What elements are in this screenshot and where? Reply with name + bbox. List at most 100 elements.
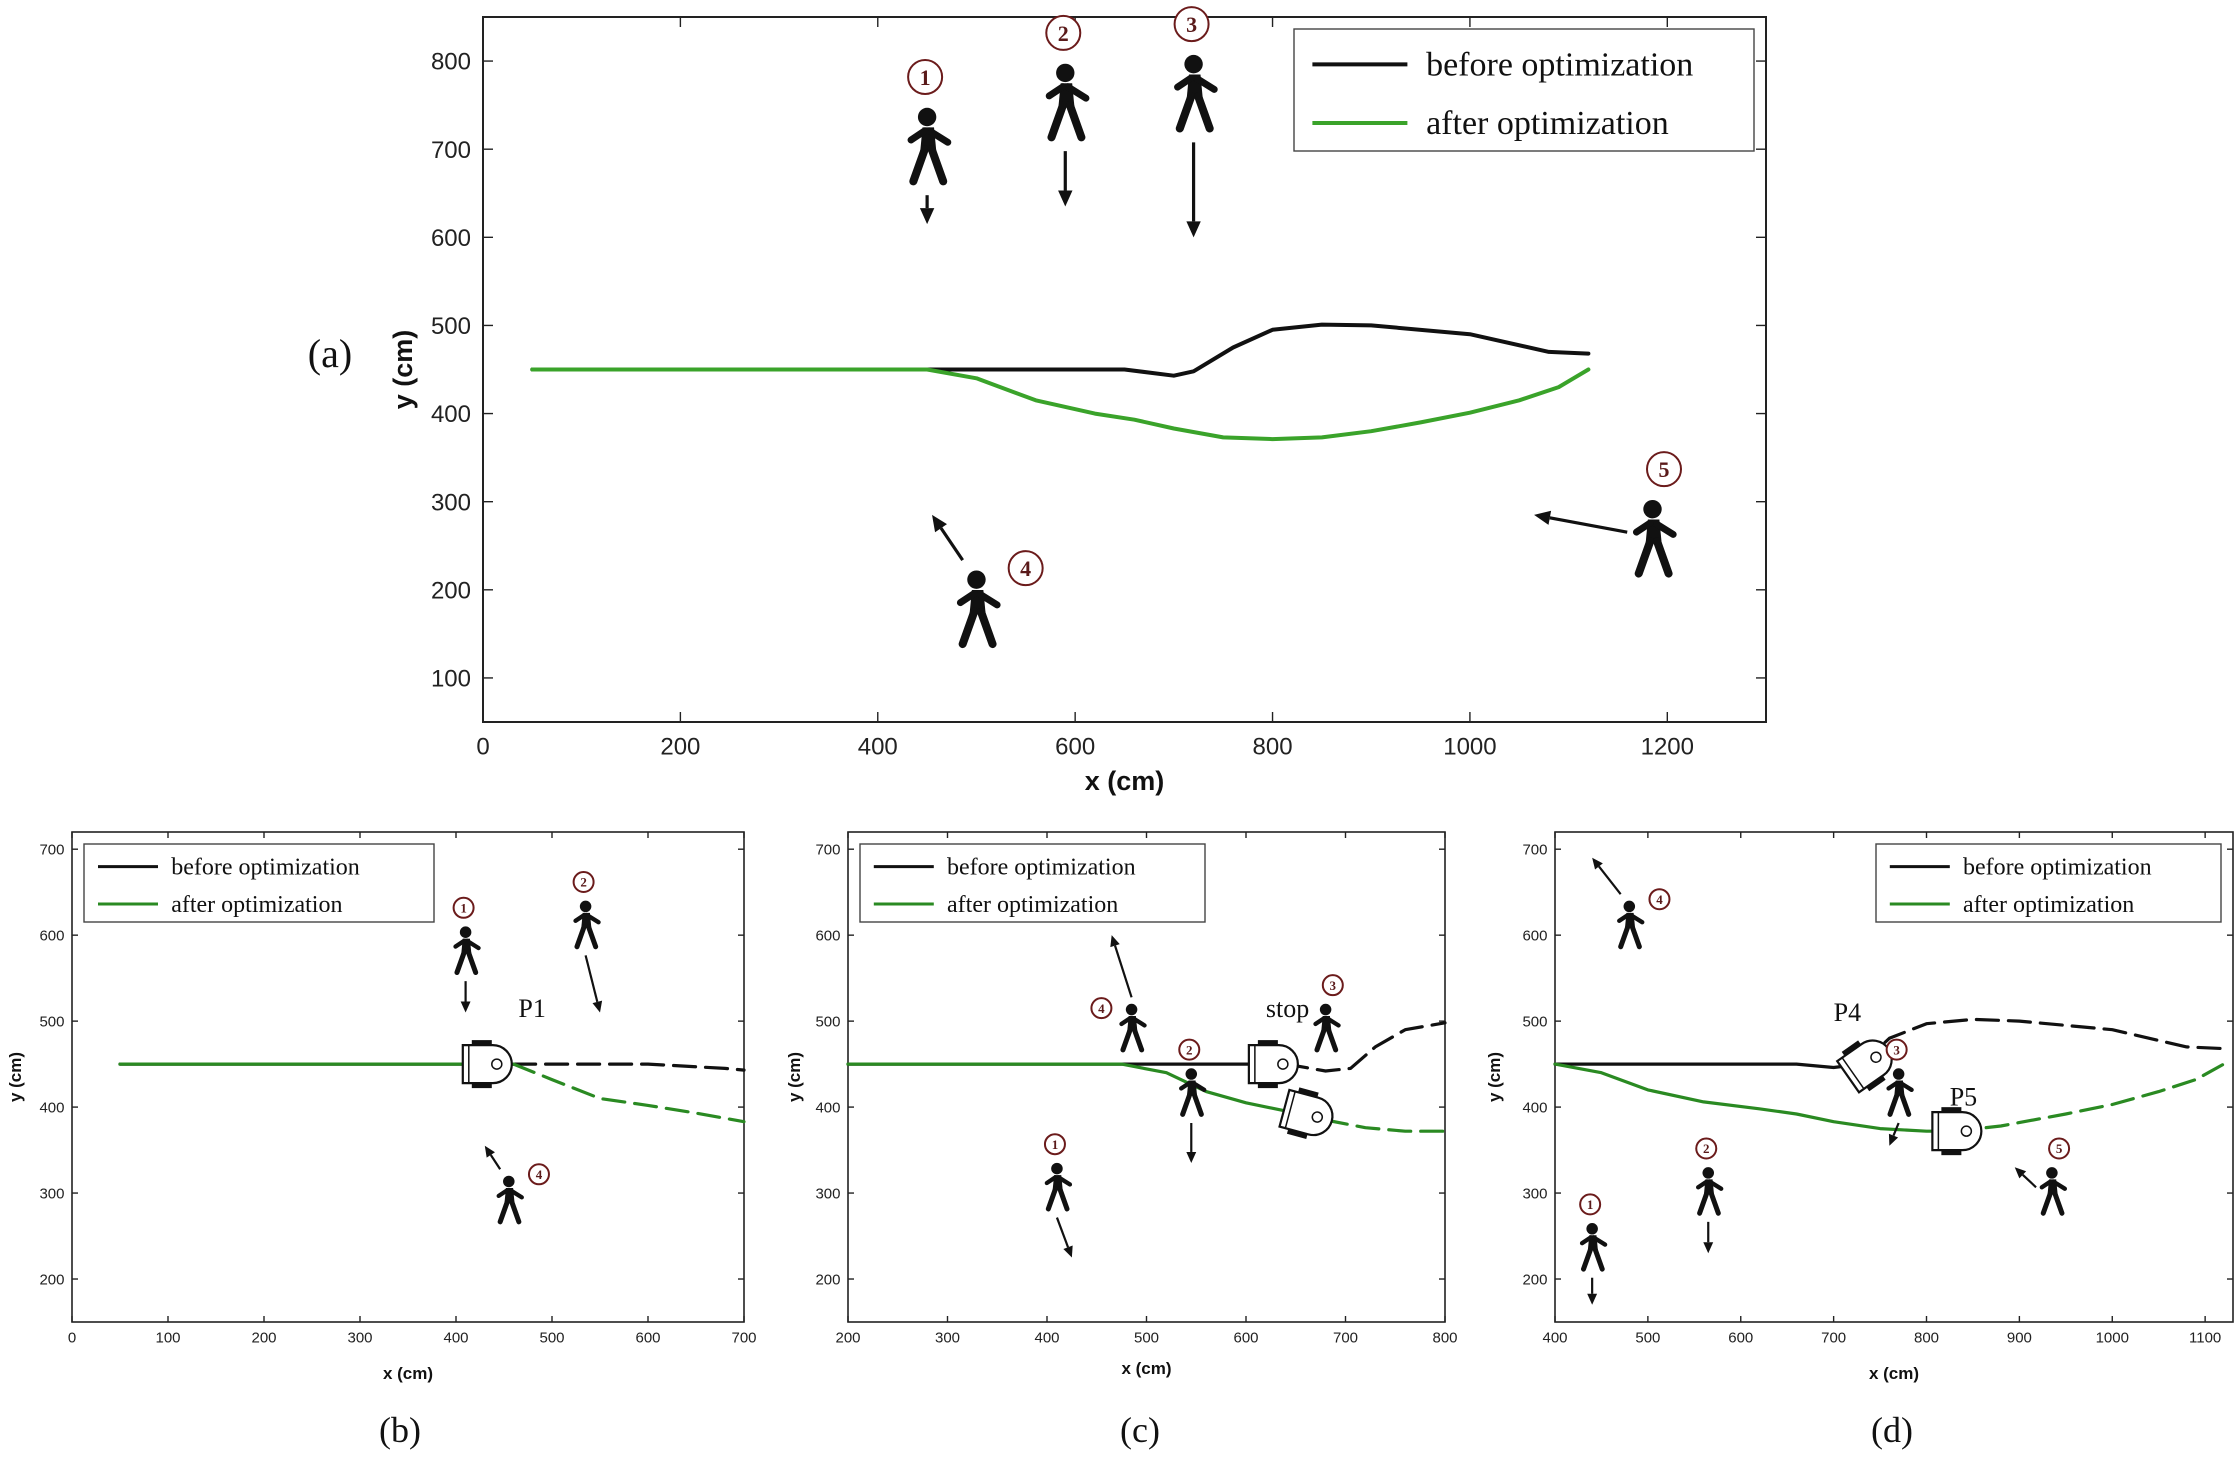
pedestrian-icon	[1313, 1003, 1341, 1053]
legend-box	[83, 843, 435, 923]
series-line-predicted	[512, 1062, 746, 1072]
x-tick-label: 500	[1635, 1329, 1660, 1346]
x-tick-label: 200	[660, 733, 700, 760]
pedestrian-arm	[1045, 83, 1067, 100]
pedestrian-head	[579, 900, 592, 913]
x-tick-label: 100	[155, 1329, 180, 1346]
y-tick-label: 300	[431, 489, 471, 516]
pedestrian-leg	[1697, 1190, 1710, 1216]
x-tick-label: 200	[251, 1329, 276, 1346]
pedestrian-arm	[1651, 519, 1677, 538]
y-tick-label: 200	[431, 577, 471, 604]
legend-label: after optimization	[947, 892, 1118, 918]
pedestrian-arm	[907, 127, 929, 144]
robot-wheel	[1866, 1075, 1886, 1092]
pedestrian-head	[503, 1175, 515, 1188]
pedestrian-icon	[453, 926, 481, 976]
x-tick-label: 700	[1333, 1329, 1358, 1346]
panel-label: (a)	[308, 331, 352, 376]
robot-sensor	[1960, 1125, 1973, 1137]
y-tick-label: 700	[431, 137, 471, 164]
pedestrian-number-circle	[1648, 888, 1671, 911]
chart-b: 0 100 200 300 400 500 600 700 200 300 400 500 600 700…	[6, 831, 757, 1450]
x-tick-label: 800	[1914, 1329, 1939, 1346]
legend: before optimization after optimization	[1875, 843, 2222, 923]
legend-box	[1293, 28, 1755, 152]
x-axis-label: x (cm)	[1121, 1359, 1171, 1378]
pedestrian-head	[1586, 1223, 1598, 1235]
pedestrian-number-circle	[1579, 1193, 1602, 1216]
pedestrian-arm	[1897, 1080, 1914, 1093]
annotation-label: P4	[1834, 998, 1861, 1027]
pedestrian-number: 5	[1659, 457, 1670, 482]
pedestrian-leg	[1653, 537, 1673, 578]
pedestrian-leg	[585, 924, 599, 950]
pedestrian-number: 3	[1330, 978, 1337, 993]
pedestrian-arm	[508, 1187, 524, 1200]
motion-arrow-shaft	[1598, 865, 1622, 895]
robot-icon	[1278, 1087, 1334, 1139]
x-tick-label: 400	[858, 733, 898, 760]
motion-arrow-head	[1186, 1151, 1197, 1163]
x-tick-label: 1000	[1443, 733, 1496, 760]
y-tick-label: 400	[1522, 1099, 1547, 1116]
motion-arrow-head	[1587, 1293, 1598, 1305]
x-tick-label: 600	[635, 1329, 660, 1346]
pedestrian-number-circle	[1885, 1038, 1908, 1061]
x-tick-label: 400	[443, 1329, 468, 1346]
pedestrian-number-circle	[1173, 6, 1210, 43]
pedestrian-arm	[925, 127, 952, 146]
motion-arrow-shaft	[2022, 1173, 2037, 1189]
robot-sensor	[491, 1058, 503, 1070]
pedestrian-number: 2	[1703, 1141, 1710, 1156]
pedestrian-arm	[584, 912, 601, 925]
legend: before optimization after optimization	[1293, 28, 1755, 152]
pedestrian-leg	[1175, 92, 1196, 133]
pedestrian-arm	[573, 912, 587, 923]
motion-arrow-head	[1592, 857, 1603, 870]
robot-sensor	[1870, 1051, 1882, 1063]
y-tick-label: 700	[39, 842, 64, 859]
panel-label: (d)	[1871, 1410, 1913, 1450]
robot-body	[461, 1044, 513, 1085]
pedestrian-number-circle	[1178, 1038, 1201, 1061]
pedestrian-number: 4	[1656, 892, 1663, 907]
robot-wheel	[1298, 1087, 1319, 1098]
x-tick-label: 800	[1432, 1329, 1457, 1346]
pedestrian-number-circle	[527, 1163, 550, 1186]
x-tick-label: 200	[835, 1329, 860, 1346]
pedestrian-number: 4	[1020, 556, 1031, 581]
y-tick-label: 300	[39, 1185, 64, 1202]
pedestrian-leg	[1191, 1091, 1204, 1117]
pedestrian-icon	[2039, 1167, 2068, 1216]
pedestrian-arm	[1617, 912, 1631, 923]
pedestrian-arm	[1056, 1175, 1073, 1187]
pedestrian-icon	[907, 107, 952, 186]
robot-body	[1931, 1111, 1983, 1152]
annotation-label: P1	[518, 994, 545, 1023]
pedestrian-head	[1892, 1068, 1905, 1080]
pedestrian-number: 1	[920, 65, 931, 90]
pedestrian-arm	[1130, 1016, 1147, 1028]
pedestrian-arm	[1064, 83, 1090, 102]
pedestrian-arm	[464, 938, 481, 951]
pedestrian-number: 1	[1052, 1137, 1059, 1152]
motion-arrow-head	[1186, 221, 1201, 238]
y-tick-label: 200	[815, 1271, 840, 1288]
pedestrian-number-circle	[1646, 451, 1683, 488]
pedestrian-number: 3	[1186, 12, 1197, 37]
pedestrian-icon	[1119, 1003, 1147, 1053]
y-tick-label: 700	[815, 842, 840, 859]
pedestrian-arm	[1044, 1175, 1058, 1186]
legend-box	[1875, 843, 2222, 923]
pedestrian-leg	[1592, 1246, 1605, 1272]
pedestrian-number: 3	[1893, 1042, 1900, 1057]
robot-icon	[1247, 1040, 1299, 1089]
pedestrian-number-circle	[1043, 1133, 1066, 1156]
y-tick-label: 700	[1522, 842, 1547, 859]
pedestrian-arm	[2039, 1179, 2053, 1190]
series-line-predicted	[512, 1062, 746, 1124]
pedestrian-leg	[1887, 1091, 1900, 1117]
legend-label: after optimization	[1426, 105, 1669, 142]
